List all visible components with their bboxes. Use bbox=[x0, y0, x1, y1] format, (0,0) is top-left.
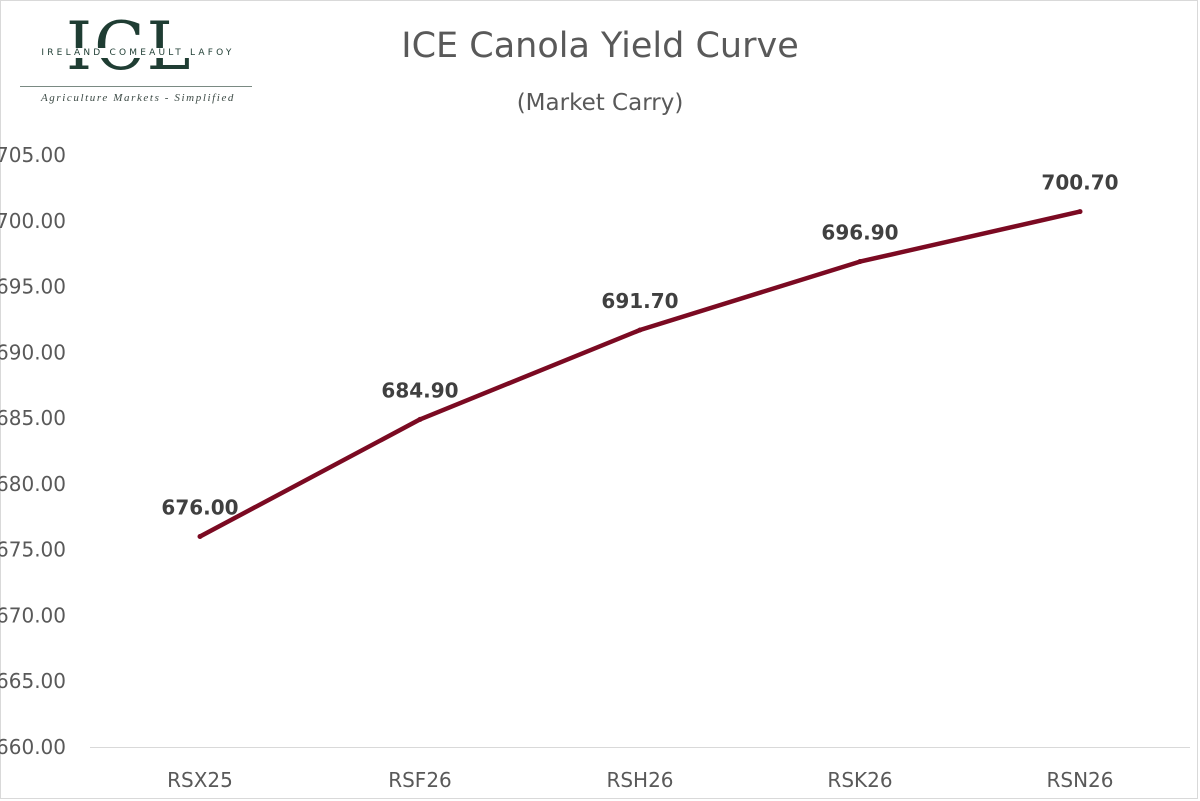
data-point bbox=[1077, 209, 1083, 215]
y-tick-label: 680.00 bbox=[0, 472, 66, 496]
y-tick-label: 670.00 bbox=[0, 603, 66, 627]
x-tick-label: RSX25 bbox=[167, 768, 233, 792]
y-tick-label: 675.00 bbox=[0, 538, 66, 562]
logo-divider bbox=[20, 86, 252, 87]
y-tick-label: 665.00 bbox=[0, 669, 66, 693]
x-tick-label: RSF26 bbox=[388, 768, 452, 792]
company-logo: ICL IRELAND COMEAULT LAFOY Agriculture M… bbox=[14, 14, 254, 110]
data-label: 700.70 bbox=[1041, 171, 1118, 195]
chart-subtitle: (Market Carry) bbox=[516, 90, 684, 116]
logo-names-text: IRELAND COMEAULT LAFOY bbox=[39, 48, 237, 58]
logo-letters: ICL bbox=[66, 8, 193, 85]
series-line bbox=[197, 209, 1083, 539]
data-point bbox=[197, 534, 203, 540]
data-point bbox=[637, 327, 643, 333]
data-label: 691.70 bbox=[601, 289, 678, 313]
y-tick-label: 690.00 bbox=[0, 340, 66, 364]
data-point bbox=[417, 416, 423, 422]
data-label: 696.90 bbox=[821, 221, 898, 245]
y-tick-label: 705.00 bbox=[0, 143, 66, 167]
logo-company-names: IRELAND COMEAULT LAFOY bbox=[22, 48, 254, 58]
y-tick-label: 685.00 bbox=[0, 406, 66, 430]
y-tick-label: 695.00 bbox=[0, 275, 66, 299]
y-tick-label: 700.00 bbox=[0, 209, 66, 233]
data-label: 676.00 bbox=[161, 496, 238, 520]
x-tick-label: RSK26 bbox=[827, 768, 892, 792]
data-point bbox=[857, 259, 863, 265]
chart-title: ICE Canola Yield Curve bbox=[401, 26, 799, 66]
y-tick-label: 660.00 bbox=[0, 735, 66, 759]
logo-tagline: Agriculture Markets - Simplified bbox=[40, 92, 236, 104]
x-tick-label: RSH26 bbox=[606, 768, 673, 792]
data-label: 684.90 bbox=[381, 378, 458, 402]
x-tick-label: RSN26 bbox=[1046, 768, 1113, 792]
